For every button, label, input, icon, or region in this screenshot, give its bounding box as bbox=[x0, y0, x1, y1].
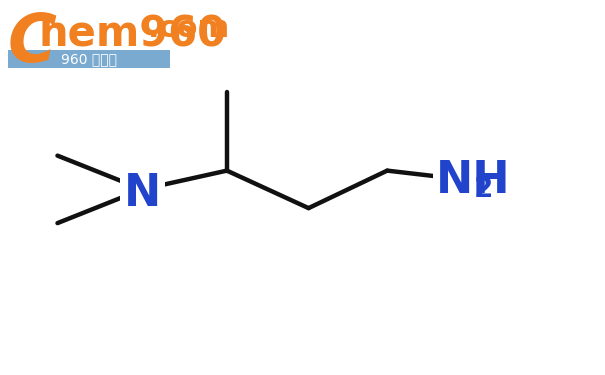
Text: C: C bbox=[8, 10, 57, 76]
Text: hem960: hem960 bbox=[38, 12, 226, 54]
Text: 2: 2 bbox=[474, 175, 493, 203]
FancyBboxPatch shape bbox=[8, 50, 170, 68]
Text: 960 化工网: 960 化工网 bbox=[61, 52, 117, 66]
Text: .com: .com bbox=[148, 14, 231, 43]
Text: NH: NH bbox=[436, 159, 510, 202]
Text: N: N bbox=[123, 172, 161, 215]
